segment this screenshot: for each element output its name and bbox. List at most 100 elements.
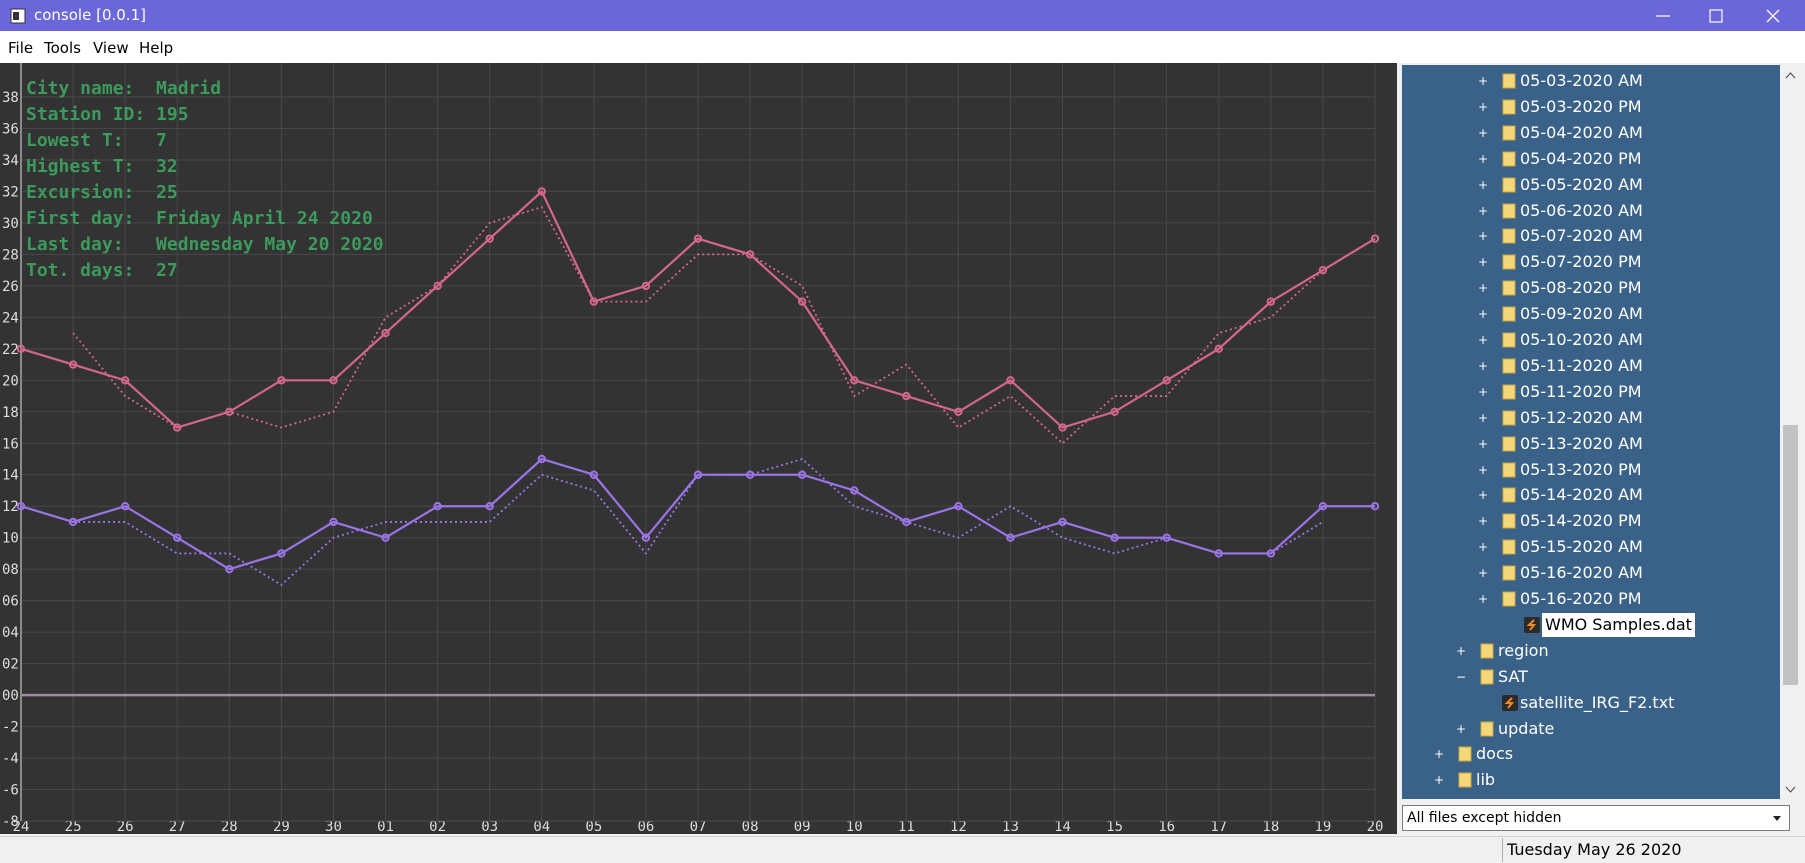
scrollbar[interactable] (1780, 65, 1801, 799)
expander[interactable]: + (1456, 643, 1467, 658)
tree-label: 05-11-2020 AM (1520, 355, 1643, 375)
expander[interactable]: + (1478, 203, 1489, 218)
tree-row[interactable]: +05-06-2020 AM (1402, 199, 1780, 223)
expander[interactable]: + (1478, 384, 1489, 399)
expander[interactable]: + (1478, 514, 1489, 529)
expander[interactable]: + (1478, 307, 1489, 322)
expander[interactable]: + (1478, 540, 1489, 555)
menu-item[interactable]: Tools (44, 39, 81, 57)
expander[interactable]: + (1478, 255, 1489, 270)
tree-row[interactable]: satellite_IRG_F2.txt (1402, 691, 1780, 715)
expander[interactable]: + (1478, 462, 1489, 477)
expander[interactable]: + (1478, 592, 1489, 606)
expander[interactable]: + (1434, 773, 1445, 788)
y-tick-label: 08 (2, 562, 19, 578)
tree-label: docs (1476, 744, 1514, 764)
tree-row[interactable]: +05-11-2020 PM (1402, 380, 1780, 404)
tree-row[interactable]: +05-16-2020 PM (1402, 587, 1780, 611)
expander[interactable]: + (1478, 74, 1489, 88)
point-marker (381, 328, 390, 338)
tree-row[interactable]: +05-09-2020 AM (1402, 302, 1780, 326)
folder-icon (1502, 151, 1516, 167)
tree-row[interactable]: +05-10-2020 AM (1402, 328, 1780, 352)
x-tick-label: 01 (377, 819, 394, 834)
expander[interactable]: + (1478, 436, 1489, 451)
tree-row[interactable]: + update (1402, 717, 1780, 741)
expander[interactable]: − (1456, 669, 1467, 684)
point-marker (1058, 423, 1067, 432)
folder-icon (1458, 772, 1472, 788)
tree-row[interactable]: +05-11-2020 AM (1402, 354, 1780, 378)
folder-icon (1502, 125, 1516, 141)
series-line (72, 206, 1324, 445)
expander[interactable]: + (1478, 151, 1489, 166)
tree-row[interactable]: + region (1402, 639, 1780, 663)
point-marker (277, 549, 286, 558)
tree-row[interactable]: +05-14-2020 PM (1402, 509, 1780, 533)
point-marker (1006, 376, 1015, 385)
menu-item[interactable]: Help (139, 39, 174, 57)
tree-row[interactable]: +05-16-2020 AM (1402, 561, 1780, 585)
point-marker (902, 517, 911, 527)
x-tick-label: 14 (1054, 819, 1071, 834)
window-controls[interactable] (1640, 0, 1805, 31)
menu-item[interactable]: View (93, 39, 129, 57)
tree-row[interactable]: +05-04-2020 AM (1402, 121, 1780, 145)
tree-row[interactable]: +05-04-2020 PM (1402, 147, 1780, 171)
tree-row[interactable]: +05-03-2020 AM (1402, 69, 1780, 93)
expander[interactable]: + (1478, 358, 1489, 373)
tree-row[interactable]: +05-13-2020 AM (1402, 432, 1780, 456)
expander[interactable]: + (1478, 333, 1489, 347)
expander[interactable]: + (1478, 229, 1489, 244)
expander[interactable]: + (1478, 177, 1489, 192)
tree-row[interactable]: − SAT (1402, 665, 1780, 689)
tree-row[interactable]: + docs (1402, 742, 1780, 766)
expander[interactable]: + (1434, 747, 1445, 762)
tree-label: 05-04-2020 AM (1520, 122, 1643, 142)
tree-row[interactable]: WMO Samples.dat (1402, 612, 1780, 637)
expander[interactable]: + (1456, 721, 1467, 736)
folder-icon (1480, 721, 1494, 736)
point-marker (329, 376, 338, 385)
expander[interactable]: + (1478, 566, 1489, 581)
tree-row[interactable]: +05-13-2020 PM (1402, 458, 1780, 482)
folder-icon (1502, 591, 1516, 607)
point-marker (1162, 376, 1171, 385)
point-marker (693, 470, 703, 479)
tree-row[interactable]: +05-03-2020 PM (1402, 95, 1780, 119)
tree-row[interactable]: +05-14-2020 AM (1402, 483, 1780, 507)
y-tick-label: 26 (2, 279, 19, 295)
expander[interactable]: + (1478, 125, 1489, 140)
folder-icon (1502, 306, 1516, 322)
x-tick-label: 11 (898, 819, 915, 834)
folder-icon (1502, 565, 1516, 581)
series-line (73, 457, 1324, 587)
tree-row[interactable]: +05-05-2020 AM (1402, 173, 1780, 197)
y-tick-label: 24 (2, 310, 19, 326)
tree-row[interactable]: +05-07-2020 AM (1402, 224, 1780, 248)
folder-icon (1502, 332, 1516, 348)
expander[interactable]: + (1478, 410, 1489, 425)
tree-label: WMO Samples.dat (1542, 612, 1695, 637)
tree-row[interactable]: +05-15-2020 AM (1402, 535, 1780, 559)
point-marker (1370, 234, 1380, 243)
menu-item[interactable]: File (8, 39, 34, 57)
tree-label: 05-13-2020 AM (1520, 433, 1643, 453)
info-line: City name: Madrid (26, 78, 221, 99)
tree-row[interactable]: +05-08-2020 PM (1402, 276, 1780, 300)
y-tick-label: 20 (2, 373, 19, 389)
filter-combo[interactable]: All files except hidden (1402, 805, 1790, 831)
expander[interactable]: + (1478, 281, 1489, 296)
x-tick-label: 17 (1210, 819, 1227, 834)
info-line: Station ID: 195 (26, 104, 189, 125)
info-line: Lowest T: 7 (26, 130, 167, 151)
point-marker (745, 250, 755, 259)
expander[interactable]: + (1478, 488, 1489, 503)
expander[interactable]: + (1478, 99, 1489, 114)
tree-row[interactable]: +05-12-2020 AM (1402, 406, 1780, 430)
point-marker (433, 502, 442, 511)
tree-row[interactable]: +05-07-2020 PM (1402, 250, 1780, 274)
point-marker (537, 454, 546, 464)
tree-row[interactable]: + lib (1402, 768, 1780, 792)
y-tick-label: 14 (2, 468, 19, 484)
